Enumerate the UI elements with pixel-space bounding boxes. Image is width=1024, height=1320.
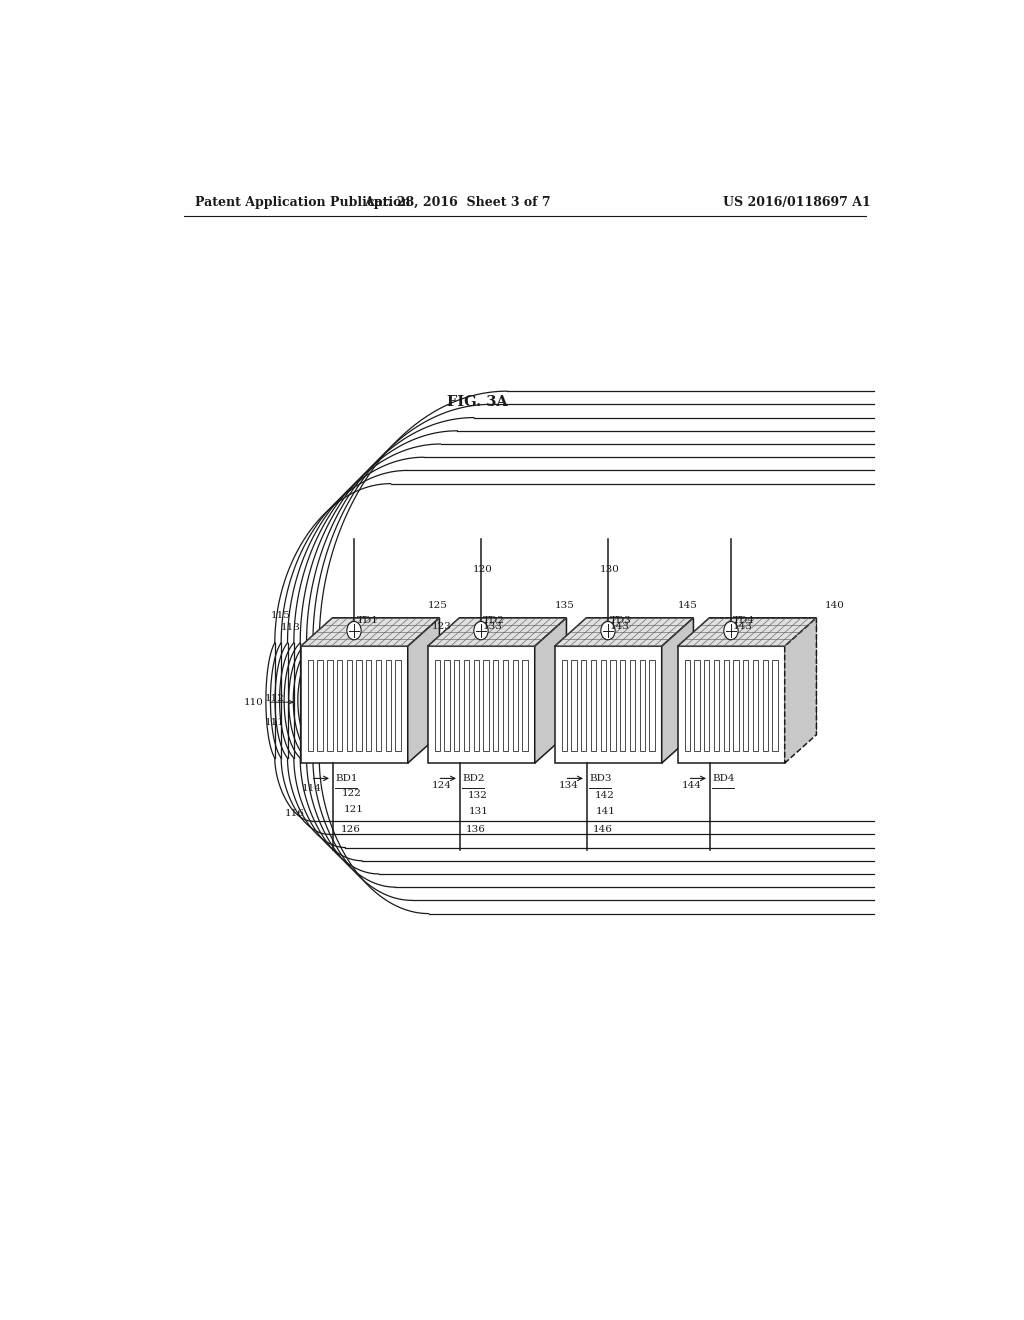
Bar: [386, 660, 391, 751]
Polygon shape: [535, 618, 566, 763]
Text: 146: 146: [593, 825, 613, 834]
Text: 144: 144: [682, 781, 701, 789]
Bar: [724, 660, 729, 751]
Bar: [454, 660, 460, 751]
Bar: [337, 660, 342, 751]
Polygon shape: [784, 618, 816, 763]
Bar: [649, 660, 654, 751]
Bar: [503, 660, 508, 751]
Text: 111: 111: [265, 718, 285, 727]
Bar: [694, 660, 699, 751]
Bar: [561, 660, 567, 751]
Bar: [464, 660, 469, 751]
Text: 120: 120: [473, 565, 493, 573]
Bar: [640, 660, 645, 751]
Bar: [601, 660, 606, 751]
Text: 145: 145: [678, 601, 697, 610]
Polygon shape: [428, 618, 566, 647]
Text: BD4: BD4: [712, 774, 734, 783]
Text: TD3: TD3: [610, 616, 632, 624]
Bar: [376, 660, 381, 751]
Bar: [571, 660, 577, 751]
Bar: [444, 660, 450, 751]
Bar: [685, 660, 690, 751]
Text: 112: 112: [265, 694, 285, 704]
Bar: [494, 660, 499, 751]
Text: 121: 121: [344, 805, 364, 814]
Bar: [621, 660, 626, 751]
Text: 141: 141: [596, 808, 616, 817]
Polygon shape: [662, 618, 693, 763]
Text: 140: 140: [824, 601, 844, 610]
Text: 114: 114: [302, 784, 323, 793]
Text: 131: 131: [469, 808, 489, 817]
Text: 116: 116: [285, 809, 304, 818]
Text: 134: 134: [558, 781, 579, 789]
Polygon shape: [555, 647, 662, 763]
Text: 130: 130: [600, 565, 620, 573]
Text: 142: 142: [595, 791, 614, 800]
Bar: [763, 660, 768, 751]
Bar: [522, 660, 527, 751]
Bar: [483, 660, 488, 751]
Text: 143: 143: [609, 623, 630, 631]
Bar: [474, 660, 479, 751]
Bar: [772, 660, 777, 751]
Bar: [591, 660, 596, 751]
Bar: [513, 660, 518, 751]
Text: 136: 136: [466, 825, 486, 834]
Text: FIG. 3A: FIG. 3A: [446, 395, 508, 409]
Bar: [714, 660, 719, 751]
Text: TD1: TD1: [356, 616, 378, 624]
Text: 122: 122: [342, 789, 362, 799]
Text: 125: 125: [428, 601, 447, 610]
Text: 135: 135: [555, 601, 574, 610]
Polygon shape: [428, 647, 535, 763]
Text: TD2: TD2: [483, 616, 505, 624]
Polygon shape: [678, 647, 784, 763]
Bar: [347, 660, 352, 751]
Bar: [307, 660, 313, 751]
Text: BD3: BD3: [589, 774, 611, 783]
Text: TD4: TD4: [733, 616, 756, 624]
Text: 126: 126: [341, 825, 360, 834]
Bar: [581, 660, 587, 751]
Text: Apr. 28, 2016  Sheet 3 of 7: Apr. 28, 2016 Sheet 3 of 7: [364, 195, 551, 209]
Bar: [743, 660, 749, 751]
Bar: [434, 660, 440, 751]
Bar: [327, 660, 333, 751]
Bar: [733, 660, 738, 751]
Text: 132: 132: [468, 791, 487, 800]
Text: 115: 115: [270, 611, 291, 620]
Polygon shape: [301, 618, 439, 647]
Bar: [395, 660, 400, 751]
Bar: [705, 660, 710, 751]
Polygon shape: [408, 618, 439, 763]
Bar: [317, 660, 323, 751]
Bar: [367, 660, 372, 751]
Polygon shape: [678, 618, 816, 647]
Text: 143: 143: [732, 623, 753, 631]
Polygon shape: [301, 647, 408, 763]
Circle shape: [724, 622, 738, 640]
Text: BD2: BD2: [462, 774, 484, 783]
Circle shape: [601, 622, 615, 640]
Circle shape: [474, 622, 488, 640]
Bar: [356, 660, 361, 751]
Text: BD1: BD1: [335, 774, 357, 783]
Text: 110: 110: [244, 698, 263, 706]
Text: Patent Application Publication: Patent Application Publication: [196, 195, 411, 209]
Text: 113: 113: [281, 623, 301, 632]
Polygon shape: [555, 618, 693, 647]
Circle shape: [347, 622, 361, 640]
Text: 123: 123: [431, 623, 452, 631]
Text: US 2016/0118697 A1: US 2016/0118697 A1: [723, 195, 871, 209]
Text: 133: 133: [482, 623, 503, 631]
Bar: [610, 660, 615, 751]
Text: 124: 124: [431, 781, 452, 789]
Bar: [630, 660, 635, 751]
Bar: [753, 660, 758, 751]
